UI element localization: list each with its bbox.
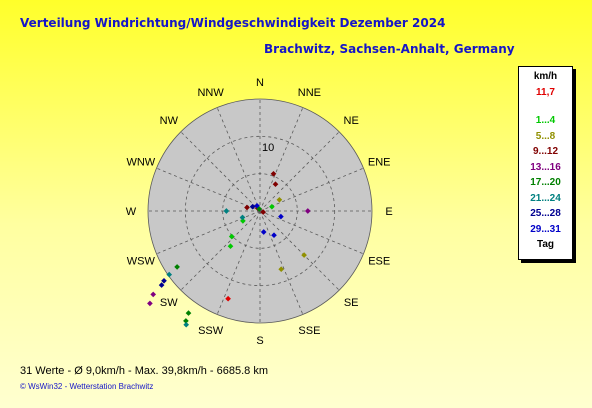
spoke-se (259, 210, 340, 291)
direction-label-s: S (256, 335, 263, 347)
legend-class-item: 9...12 (532, 146, 559, 157)
data-point (278, 213, 284, 220)
speed-ring (147, 98, 373, 324)
direction-label-ene: ENE (368, 157, 391, 169)
spoke-ssw (216, 210, 261, 315)
direction-label-n: N (256, 77, 264, 89)
direction-labels: N NNE NE ENE E ESE SE SSE S SSW SW WSW W WNW NW NNW (126, 77, 393, 347)
legend-class-item: 25...28 (530, 208, 561, 219)
data-point (166, 271, 173, 278)
data-point (276, 196, 283, 203)
spoke-nne (259, 107, 304, 212)
data-point (225, 295, 231, 302)
data-point (270, 170, 277, 177)
data-point (183, 318, 189, 324)
direction-label-nw: NW (160, 115, 179, 127)
spoke-sse (259, 210, 304, 315)
data-point (260, 229, 267, 235)
spoke-nw (180, 131, 261, 212)
legend-class-item: 5...8 (535, 130, 556, 142)
legend-value: 11,7 (536, 87, 555, 98)
station-location: Brachwitz, Sachsen-Anhalt, Germany (264, 42, 515, 56)
spoke-sw (180, 210, 261, 291)
direction-label-sse: SSE (298, 325, 320, 337)
data-point (304, 208, 311, 214)
data-point (240, 218, 246, 224)
data-point (301, 252, 307, 258)
legend: km/h 11,7 1...4 5...8 9...12 13...16 17...20… (518, 66, 573, 260)
credit-line: © WsWin32 - Wetterstation Brachwitz (20, 382, 154, 391)
spoke-ne (259, 131, 340, 212)
data-point (227, 243, 234, 250)
direction-label-sw: SW (160, 297, 178, 309)
legend-header: km/h (533, 71, 558, 82)
data-point (269, 203, 275, 210)
data-point (239, 214, 246, 221)
data-point (249, 203, 256, 210)
data-point (147, 300, 153, 307)
direction-spokes (148, 99, 372, 323)
direction-label-e: E (385, 206, 392, 218)
data-point (223, 208, 230, 214)
wind-points (147, 170, 311, 328)
data-point (158, 282, 165, 288)
legend-footer: Tag (536, 239, 555, 250)
data-point (228, 233, 235, 240)
direction-label-se: SE (344, 297, 359, 309)
legend-class-item: 1...4 (535, 115, 556, 126)
data-point (272, 181, 279, 188)
direction-label-ne: NE (344, 115, 359, 127)
legend-class-item: 21...24 (530, 192, 561, 204)
direction-label-nne: NNE (298, 87, 321, 99)
direction-label-ssw: SSW (198, 325, 224, 337)
data-point (174, 264, 180, 270)
data-point (150, 291, 157, 298)
spoke-wnw (156, 167, 261, 212)
stats-line: 31 Werte - Ø 9,0km/h - Max. 39,8km/h - 6… (20, 365, 268, 377)
data-point (256, 206, 263, 212)
direction-label-ese: ESE (368, 255, 390, 267)
spoke-ene (259, 167, 364, 212)
direction-label-nnw: NNW (197, 87, 224, 99)
direction-label-wsw: WSW (127, 255, 156, 267)
spoke-nnw (216, 107, 261, 212)
legend-class-item: 13...16 (530, 161, 561, 173)
data-point (161, 277, 167, 284)
data-point (271, 232, 277, 239)
data-point (244, 204, 250, 211)
chart-title: Verteilung Windrichtung/Windgeschwindigk… (20, 16, 446, 30)
direction-label-wnw: WNW (126, 157, 155, 169)
data-point (278, 266, 285, 273)
data-point (260, 209, 267, 215)
data-point (183, 321, 190, 328)
data-point (185, 310, 192, 316)
legend-class-item: 29...31 (530, 223, 561, 235)
direction-label-w: W (126, 206, 137, 218)
legend-class-item: 17...20 (530, 177, 561, 188)
ring-label: 10 (262, 142, 274, 154)
spoke-ese (259, 210, 364, 255)
